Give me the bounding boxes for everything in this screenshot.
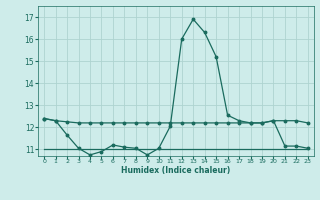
X-axis label: Humidex (Indice chaleur): Humidex (Indice chaleur) — [121, 166, 231, 175]
